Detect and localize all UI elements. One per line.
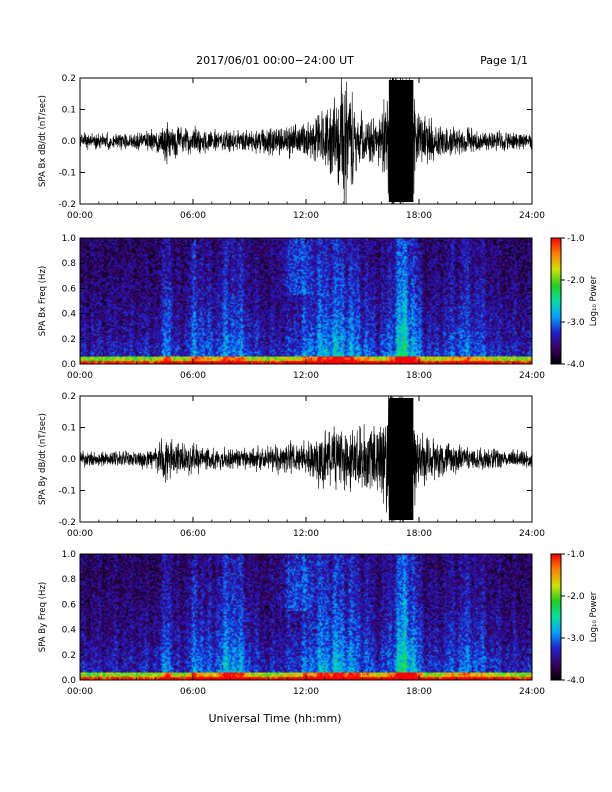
colorbar-tick-label: -3.0: [567, 634, 585, 644]
x-tick-label: 00:00: [67, 687, 93, 697]
y-tick-label: 1.0: [62, 550, 77, 560]
x-tick-label: 18:00: [406, 371, 432, 381]
colorbar-tick-label: -3.0: [567, 318, 585, 328]
panel-2: -1.0 -2.0 -3.0 -4.0 Log₁₀ Power 00:00 06:00 12:…: [38, 234, 599, 381]
x-tick-label: 12:00: [293, 371, 319, 381]
saturated-signal-block: [388, 80, 414, 202]
x-tick-label: 18:00: [406, 529, 432, 539]
y-tick-label: -0.1: [58, 487, 76, 497]
x-tick-label: 12:00: [293, 529, 319, 539]
colorbar-tick-label: -4.0: [567, 676, 585, 686]
panel-1: 00:00 06:00 12:00 18:00 24:00 -0.2 -0.1 0.0 0.1 0…: [38, 74, 545, 221]
y-tick-label: 0.0: [62, 137, 77, 147]
y-tick-label: 0.6: [62, 284, 77, 294]
x-tick-label: 12:00: [293, 687, 319, 697]
y-tick-label: 0.2: [62, 392, 76, 402]
x-tick-label: 06:00: [180, 211, 206, 221]
spectrogram-image: [80, 554, 532, 680]
y-tick-label: -0.2: [58, 518, 76, 528]
panel-4: -1.0 -2.0 -3.0 -4.0 Log₁₀ Power 00:00 06:00 12:…: [38, 550, 599, 697]
panels: 00:00 06:00 12:00 18:00 24:00 -0.2 -0.1 0.0 0.1 0…: [38, 74, 599, 697]
y-tick-label: 0.1: [62, 106, 76, 116]
colorbar-tick-label: -2.0: [567, 276, 585, 286]
x-tick-label: 00:00: [67, 529, 93, 539]
x-tick-label: 06:00: [180, 687, 206, 697]
colorbar-tick-label: -4.0: [567, 360, 585, 370]
y-tick-label: 0.4: [62, 310, 77, 320]
panel-3: 00:00 06:00 12:00 18:00 24:00 -0.2 -0.1 0.0 0.1 0…: [38, 392, 545, 539]
x-tick-label: 24:00: [519, 211, 545, 221]
y-axis-label: SPA By dB/dt (nT/sec): [38, 413, 48, 505]
x-tick-label: 06:00: [180, 529, 206, 539]
saturated-signal-block: [388, 398, 414, 520]
y-tick-label: 0.4: [62, 626, 77, 636]
y-axis-label: SPA Bx Freq (Hz): [38, 266, 48, 336]
x-tick-label: 12:00: [293, 211, 319, 221]
x-tick-label: 00:00: [67, 371, 93, 381]
y-tick-label: 0.2: [62, 335, 76, 345]
y-tick-label: 0.8: [62, 575, 77, 585]
x-tick-label: 00:00: [67, 211, 93, 221]
waveform-trace: [79, 395, 533, 523]
x-tick-label: 18:00: [406, 687, 432, 697]
x-axis-label: Universal Time (hh:mm): [209, 712, 342, 725]
y-tick-label: -0.1: [58, 169, 76, 179]
colorbar-tick-label: -1.0: [567, 550, 585, 560]
colorbar-tick-label: -2.0: [567, 592, 585, 602]
y-axis-label: SPA Bx dB/dt (nT/sec): [38, 95, 48, 187]
y-tick-label: 0.2: [62, 74, 76, 84]
colorbar: [550, 553, 562, 681]
y-tick-label: 1.0: [62, 234, 77, 244]
colorbar: [550, 237, 562, 365]
x-tick-label: 24:00: [519, 687, 545, 697]
y-tick-label: 0.0: [62, 455, 77, 465]
page-indicator: Page 1/1: [480, 54, 528, 67]
y-tick-label: 0.6: [62, 600, 77, 610]
figure-title: 2017/06/01 00:00−24:00 UT: [196, 54, 354, 67]
y-axis-label: SPA By Freq (Hz): [38, 582, 48, 652]
colorbar-label: Log₁₀ Power: [589, 275, 599, 326]
spectrogram-image: [80, 238, 532, 364]
y-tick-label: 0.1: [62, 424, 76, 434]
x-tick-label: 06:00: [180, 371, 206, 381]
x-tick-label: 18:00: [406, 211, 432, 221]
colorbar-label: Log₁₀ Power: [589, 591, 599, 642]
x-tick-label: 24:00: [519, 529, 545, 539]
x-tick-label: 24:00: [519, 371, 545, 381]
waveform-trace: [79, 77, 533, 205]
y-tick-label: -0.2: [58, 200, 76, 210]
y-tick-label: 0.0: [62, 360, 77, 370]
y-tick-label: 0.8: [62, 259, 77, 269]
colorbar-tick-label: -1.0: [567, 234, 585, 244]
y-tick-label: 0.2: [62, 651, 76, 661]
y-tick-label: 0.0: [62, 676, 77, 686]
